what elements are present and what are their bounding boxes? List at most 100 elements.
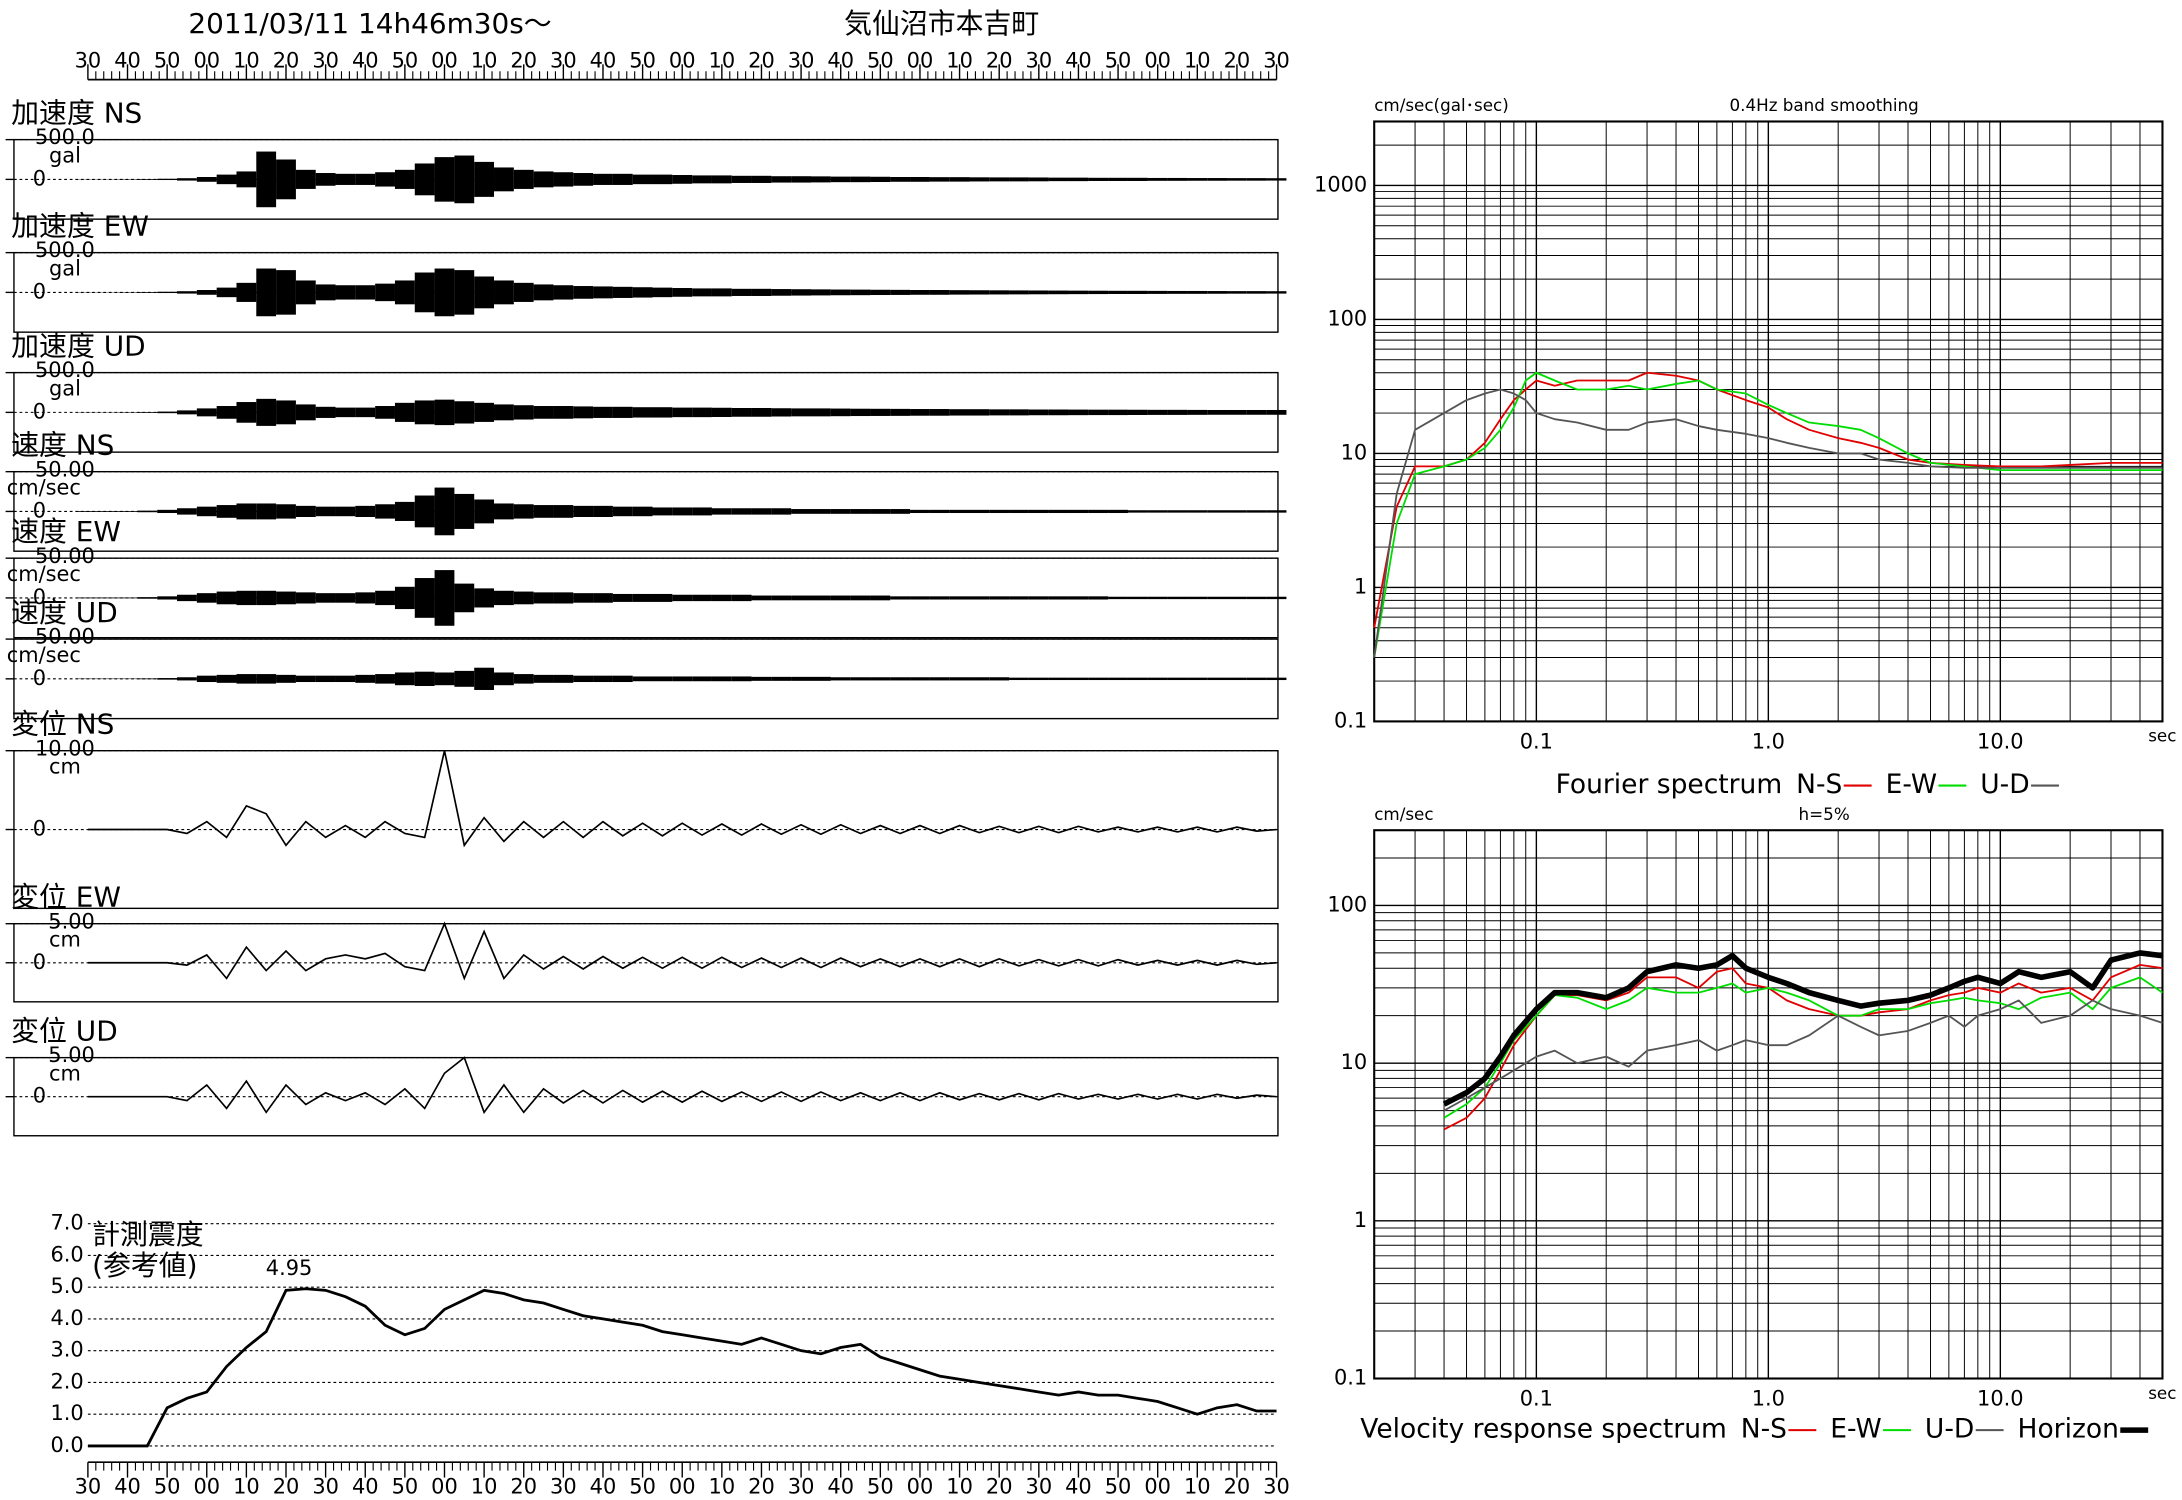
trace-envelope <box>394 586 415 610</box>
trace-envelope <box>1246 291 1267 294</box>
trace-envelope <box>810 509 831 514</box>
trace-envelope <box>850 509 871 514</box>
trace-envelope <box>810 289 831 296</box>
trace-envelope <box>1088 177 1109 181</box>
trace-envelope <box>276 674 296 683</box>
time-tick-label: 10 <box>1184 1474 1211 1498</box>
time-tick-label: 20 <box>748 48 775 72</box>
intensity-line <box>87 1287 1277 1448</box>
y-tick-label: 10 <box>1341 440 1368 464</box>
trace-envelope <box>751 288 772 296</box>
trace-envelope <box>474 667 495 690</box>
trace-envelope <box>137 510 158 513</box>
trace-envelope <box>929 290 950 295</box>
trace-envelope <box>434 672 455 686</box>
trace-envelope <box>632 676 653 682</box>
trace-envelope <box>692 288 712 297</box>
trace-envelope <box>870 289 891 296</box>
time-tick-label: 10 <box>233 1474 260 1498</box>
panel-unit: cm/sec <box>7 562 81 586</box>
trace-envelope <box>137 178 158 180</box>
trace-envelope <box>1266 178 1287 181</box>
time-tick-label: 30 <box>550 1474 577 1498</box>
trace-envelope <box>1147 677 1168 681</box>
trace-envelope <box>1266 510 1287 513</box>
y-tick-label: 1 <box>1354 1208 1367 1232</box>
time-tick-label: 40 <box>590 48 617 72</box>
trace-envelope <box>553 505 574 518</box>
trace-envelope <box>375 504 395 519</box>
y-tick-label: 2.0 <box>50 1369 83 1393</box>
trace-envelope <box>196 675 217 683</box>
trace-envelope <box>355 505 376 517</box>
trace-envelope <box>256 398 277 426</box>
trace-envelope <box>890 289 911 295</box>
trace-envelope <box>315 593 336 603</box>
trace-envelope <box>731 508 752 515</box>
trace-envelope <box>949 409 970 416</box>
trace-envelope <box>850 289 871 296</box>
trace-envelope <box>711 676 732 682</box>
panel-tick-label: 0 <box>33 166 46 190</box>
trace-envelope <box>573 675 594 683</box>
time-tick-label: 20 <box>986 1474 1013 1498</box>
trace-envelope <box>791 408 811 417</box>
trace-envelope <box>414 671 435 687</box>
time-tick-label: 00 <box>193 1474 220 1498</box>
trace-envelope <box>1127 596 1148 600</box>
trace-envelope <box>692 676 712 682</box>
y-tick-label: 5.0 <box>50 1274 83 1298</box>
time-tick-label: 00 <box>907 48 934 72</box>
trace-envelope <box>612 506 633 517</box>
panel-label: 速度 EW <box>11 515 121 548</box>
trace-envelope <box>711 508 732 515</box>
trace-envelope <box>632 287 653 298</box>
trace-envelope <box>434 268 455 317</box>
trace-envelope <box>593 286 613 299</box>
panel-unit: cm <box>49 1061 81 1085</box>
trace-envelope <box>1108 509 1128 514</box>
trace-envelope <box>454 155 475 204</box>
trace-envelope <box>355 407 376 418</box>
trace-envelope <box>593 675 613 683</box>
trace-envelope <box>1246 409 1267 415</box>
trace-envelope <box>236 402 257 423</box>
trace-envelope <box>1167 596 1188 600</box>
trace-envelope <box>731 175 752 183</box>
trace-envelope <box>276 270 296 315</box>
time-tick-label: 10 <box>471 48 498 72</box>
trace-envelope <box>731 288 752 296</box>
trace-envelope <box>791 176 811 183</box>
trace-envelope <box>315 506 336 517</box>
trace-envelope <box>890 509 911 514</box>
time-tick-label: 20 <box>986 48 1013 72</box>
trace-envelope <box>553 592 574 604</box>
panel-tick-label: 500.0 <box>35 125 95 149</box>
y-tick-label: 0.0 <box>50 1433 83 1457</box>
trace-envelope <box>652 174 673 185</box>
time-tick-label: 20 <box>748 1474 775 1498</box>
y-axis-label: cm/sec <box>1374 804 1433 824</box>
time-tick-label: 20 <box>273 48 300 72</box>
time-tick-label: 30 <box>75 1474 102 1498</box>
y-tick-label: 10 <box>1341 1050 1368 1074</box>
time-tick-label: 50 <box>392 48 419 72</box>
time-tick-label: 20 <box>1224 1474 1251 1498</box>
trace-envelope <box>692 175 712 184</box>
trace-envelope <box>612 406 633 418</box>
trace-envelope <box>454 493 475 529</box>
trace-envelope <box>1009 509 1029 514</box>
time-tick-label: 20 <box>510 48 537 72</box>
x-tick-label: 0.1 <box>1520 729 1553 753</box>
trace-envelope <box>177 178 197 181</box>
trace-envelope <box>652 593 673 602</box>
trace-envelope <box>929 596 950 600</box>
trace-envelope <box>1108 409 1128 416</box>
legend-title: Velocity response spectrum <box>1360 1414 1727 1445</box>
trace-envelope <box>810 676 831 681</box>
trace-envelope <box>1207 291 1228 294</box>
y-tick-label: 100 <box>1327 306 1367 330</box>
trace-envelope <box>1068 409 1089 416</box>
time-tick-label: 40 <box>352 1474 379 1498</box>
trace-envelope <box>454 670 475 687</box>
